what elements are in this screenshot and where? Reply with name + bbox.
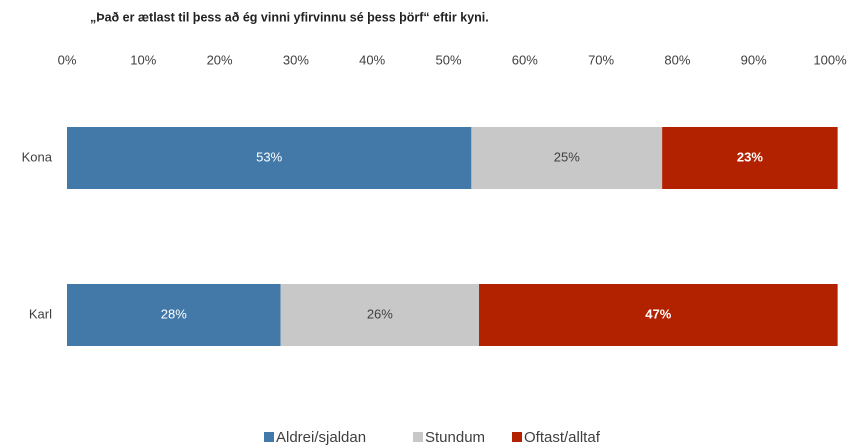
value-label: 47%: [645, 306, 671, 321]
x-tick-label: 70%: [588, 52, 614, 67]
chart-title: „Það er ætlast til þess að ég vinni yfir…: [90, 10, 489, 24]
x-tick-label: 40%: [359, 52, 385, 67]
x-tick-label: 0%: [58, 52, 77, 67]
bar-segment: [280, 284, 480, 346]
legend-label: Stundum: [425, 429, 485, 446]
bar-segment: [479, 284, 838, 346]
x-tick-label: 50%: [435, 52, 461, 67]
x-tick-label: 90%: [741, 52, 767, 67]
x-tick-label: 10%: [130, 52, 156, 67]
legend-swatch: [512, 432, 522, 442]
value-label: 25%: [554, 149, 580, 164]
legend-label: Oftast/alltaf: [524, 429, 601, 446]
x-tick-label: 30%: [283, 52, 309, 67]
x-tick-label: 100%: [813, 52, 847, 67]
value-label: 28%: [161, 306, 187, 321]
x-tick-label: 80%: [664, 52, 690, 67]
bar-segment: [662, 127, 838, 189]
category-label: Karl: [29, 306, 52, 321]
legend-swatch: [413, 432, 423, 442]
x-tick-label: 60%: [512, 52, 538, 67]
legend-swatch: [264, 432, 274, 442]
bar-segment: [67, 127, 472, 189]
legend-label: Aldrei/sjaldan: [276, 429, 366, 446]
value-label: 26%: [367, 306, 393, 321]
value-label: 53%: [256, 149, 282, 164]
bar-segment: [67, 284, 281, 346]
bar-segment: [471, 127, 663, 189]
value-label: 23%: [737, 149, 763, 164]
x-tick-label: 20%: [207, 52, 233, 67]
category-label: Kona: [22, 149, 53, 164]
